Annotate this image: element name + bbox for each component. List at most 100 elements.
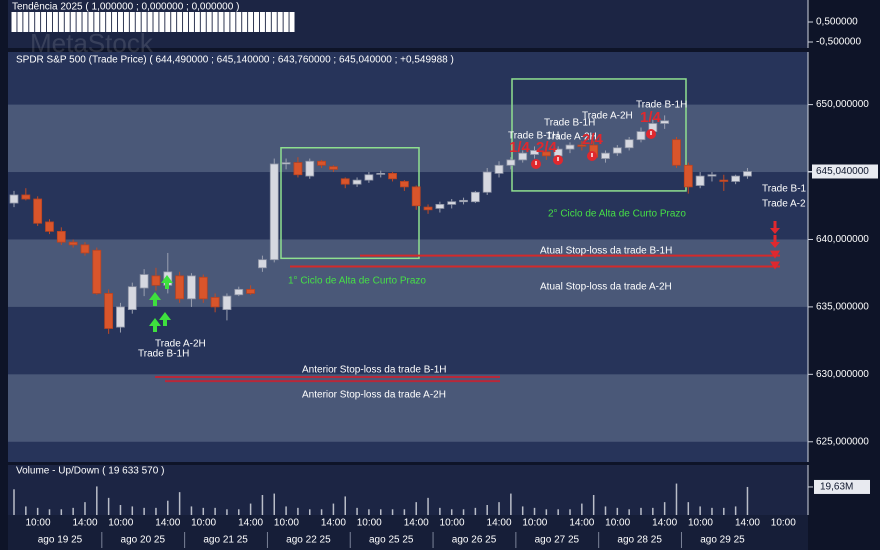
trend-bar	[17, 12, 23, 32]
annotation: Trade B-1H	[138, 349, 189, 360]
trend-bar	[177, 12, 183, 32]
volume-bar	[320, 509, 323, 515]
volume-bar	[190, 506, 193, 515]
trend-bar	[135, 12, 141, 32]
volume-bar	[214, 507, 216, 515]
trend-bar	[230, 12, 236, 32]
volume-bar	[368, 509, 370, 515]
candle-body	[482, 171, 492, 193]
trend-bar	[23, 12, 29, 32]
date-label: ago 21 25	[203, 535, 248, 546]
volume-bar	[131, 506, 134, 515]
volume-bar	[178, 492, 181, 515]
trend-title: Tendência 2025 ( 1,000000 ; 0,000000 ; 0…	[12, 2, 239, 13]
volume-bar	[474, 507, 477, 515]
last-price-label: 645,040000	[816, 166, 869, 177]
volume-bar	[261, 495, 264, 515]
candle-body	[92, 249, 102, 294]
trend-y-tick-label: 0,500000	[816, 17, 858, 28]
volume-bar	[569, 509, 571, 515]
trend-bar	[277, 12, 283, 32]
candle-body	[672, 139, 681, 166]
volume-bar	[36, 507, 39, 515]
volume-bar	[723, 507, 725, 515]
trend-bar	[242, 12, 248, 32]
volume-bar	[498, 502, 500, 515]
trend-bar	[206, 12, 212, 32]
volume-bar	[592, 495, 595, 515]
candle-body	[459, 199, 468, 203]
stop-marker	[770, 261, 780, 270]
annotation: Trade A-2H	[546, 132, 597, 143]
trend-bar	[283, 12, 289, 32]
trend-bar	[289, 12, 295, 32]
x-tick-label: 10:00	[274, 518, 299, 529]
volume-bar	[486, 505, 488, 515]
volume-bar	[238, 509, 240, 515]
date-label: ago 20 25	[121, 535, 166, 546]
trend-bar	[248, 12, 254, 32]
annotation: 1/4	[509, 139, 531, 156]
trend-bar	[64, 12, 70, 32]
candle-body	[719, 179, 729, 182]
watermark: MetaStock	[30, 28, 154, 58]
volume-bar	[84, 502, 86, 515]
trend-bar	[159, 12, 165, 32]
volume-bar	[344, 496, 346, 515]
trend-bar	[141, 12, 147, 32]
volume-bar	[557, 509, 559, 515]
candle-body	[411, 186, 421, 207]
buy-arrow	[161, 275, 173, 289]
trend-bar	[76, 12, 82, 32]
volume-bar	[581, 503, 583, 515]
candle-body	[447, 201, 457, 205]
candle-body	[45, 221, 54, 232]
candle-body	[506, 159, 516, 166]
volume-bar	[226, 509, 228, 515]
x-tick-label: 10:00	[688, 518, 713, 529]
x-tick-label: 14:00	[487, 518, 512, 529]
trend-y-tick-label: -0,500000	[816, 37, 861, 48]
annotation: 2/4	[582, 131, 604, 148]
candle-body	[80, 244, 90, 254]
time-axis	[8, 515, 808, 550]
trend-bar	[147, 12, 153, 32]
exit-arrow	[770, 235, 780, 248]
volume-title: Volume - Up/Down ( 19 633 570 )	[16, 466, 164, 477]
candle-body	[388, 172, 397, 180]
candle-body	[541, 151, 551, 157]
volume-bar	[699, 506, 701, 515]
candle-body	[222, 295, 232, 310]
annotation: Trade A-2H	[582, 111, 633, 122]
annotation: Trade B-1H	[544, 118, 595, 129]
trend-bar	[218, 12, 224, 32]
x-tick-label: 10:00	[25, 518, 50, 529]
price-title: SPDR S&P 500 (Trade Price) ( 644,490000 …	[16, 55, 454, 66]
volume-bar	[545, 509, 548, 515]
trend-bar	[254, 12, 260, 32]
candle-body	[210, 297, 220, 308]
stop-loss-label: Anterior Stop-loss da trade A-2H	[302, 390, 446, 401]
volume-bar	[687, 502, 690, 515]
volume-bar	[143, 507, 145, 515]
candle-body	[246, 288, 256, 294]
candle-body	[435, 204, 445, 209]
y-tick-label: 625,000000	[816, 436, 869, 447]
candle-body	[127, 286, 137, 310]
candle-body	[305, 160, 315, 177]
price-band	[8, 374, 808, 442]
candle-body	[9, 194, 19, 204]
candle-body	[494, 164, 504, 174]
x-tick-label: 14:00	[404, 518, 429, 529]
candle-body	[530, 150, 539, 155]
trend-bar	[165, 12, 171, 32]
price-band	[8, 104, 808, 173]
volume-bar	[510, 493, 512, 515]
volume-bar	[25, 506, 27, 515]
candle-body	[258, 259, 267, 269]
volume-bar	[746, 486, 749, 515]
y-tick-label: 630,000000	[816, 369, 869, 380]
candle-body	[317, 160, 326, 166]
date-label: ago 26 25	[452, 535, 497, 546]
